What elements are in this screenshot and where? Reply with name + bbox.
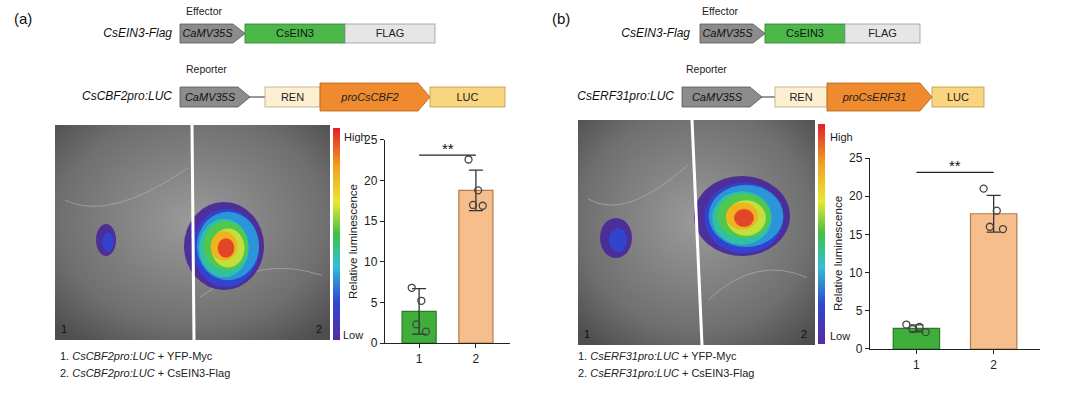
- svg-text:1: 1: [61, 323, 67, 335]
- svg-text:High: High: [830, 131, 853, 143]
- svg-text:0: 0: [856, 342, 863, 356]
- svg-text:LUC: LUC: [947, 91, 969, 103]
- svg-text:2: 2: [316, 323, 322, 335]
- svg-text:5: 5: [856, 304, 863, 318]
- svg-text:Reporter: Reporter: [686, 63, 727, 75]
- svg-text:0: 0: [371, 336, 378, 350]
- svg-text:CsEIN3: CsEIN3: [276, 27, 314, 39]
- svg-text:(a): (a): [14, 10, 32, 27]
- svg-text:Relative luminescence: Relative luminescence: [832, 196, 844, 311]
- svg-text:2. CsERF31pro:LUC + CsEIN3-Fla: 2. CsERF31pro:LUC + CsEIN3-Flag: [578, 367, 754, 379]
- svg-text:10: 10: [849, 266, 863, 280]
- svg-text:High: High: [344, 131, 367, 143]
- svg-text:15: 15: [364, 214, 378, 228]
- svg-text:CsEIN3-Flag: CsEIN3-Flag: [621, 26, 690, 40]
- svg-text:Effector: Effector: [186, 5, 222, 17]
- svg-text:CsERF31pro:LUC: CsERF31pro:LUC: [577, 89, 674, 103]
- svg-text:20: 20: [364, 174, 378, 188]
- svg-text:2. CsCBF2pro:LUC + CsEIN3-Flag: 2. CsCBF2pro:LUC + CsEIN3-Flag: [60, 367, 230, 379]
- svg-text:proCsERF31: proCsERF31: [842, 91, 907, 103]
- svg-text:**: **: [949, 157, 961, 174]
- svg-text:CaMV35S: CaMV35S: [692, 91, 743, 103]
- svg-text:CaMV35S: CaMV35S: [185, 91, 236, 103]
- svg-text:2: 2: [801, 328, 807, 340]
- svg-text:2: 2: [990, 358, 997, 372]
- svg-text:CsEIN3: CsEIN3: [786, 27, 824, 39]
- svg-text:LUC: LUC: [456, 91, 478, 103]
- svg-text:Low: Low: [830, 330, 850, 342]
- svg-text:CsEIN3-Flag: CsEIN3-Flag: [103, 26, 172, 40]
- svg-text:Relative luminescence: Relative luminescence: [347, 184, 359, 299]
- svg-text:proCsCBF2: proCsCBF2: [340, 91, 398, 103]
- svg-text:1. CsERF31pro:LUC + YFP-Myc: 1. CsERF31pro:LUC + YFP-Myc: [578, 350, 737, 362]
- svg-text:5: 5: [371, 296, 378, 310]
- svg-text:(b): (b): [552, 10, 570, 27]
- svg-text:1: 1: [584, 328, 590, 340]
- svg-text:REN: REN: [789, 91, 812, 103]
- svg-text:Reporter: Reporter: [186, 63, 227, 75]
- svg-text:20: 20: [849, 189, 863, 203]
- svg-text:FLAG: FLAG: [868, 27, 897, 39]
- svg-text:CsCBF2pro:LUC: CsCBF2pro:LUC: [82, 89, 172, 103]
- svg-text:FLAG: FLAG: [376, 27, 405, 39]
- svg-text:Low: Low: [343, 329, 363, 341]
- svg-text:15: 15: [849, 228, 863, 242]
- svg-text:25: 25: [364, 133, 378, 147]
- svg-text:10: 10: [364, 255, 378, 269]
- svg-text:2: 2: [473, 352, 480, 366]
- svg-text:REN: REN: [281, 91, 304, 103]
- svg-text:1: 1: [913, 358, 920, 372]
- svg-text:**: **: [442, 140, 454, 157]
- svg-text:25: 25: [849, 151, 863, 165]
- svg-text:1: 1: [416, 352, 423, 366]
- svg-text:Effector: Effector: [702, 5, 738, 17]
- svg-text:CaMV35S: CaMV35S: [702, 27, 753, 39]
- svg-text:1. CsCBF2pro:LUC + YFP-Myc: 1. CsCBF2pro:LUC + YFP-Myc: [60, 350, 213, 362]
- svg-text:CaMV35S: CaMV35S: [182, 27, 233, 39]
